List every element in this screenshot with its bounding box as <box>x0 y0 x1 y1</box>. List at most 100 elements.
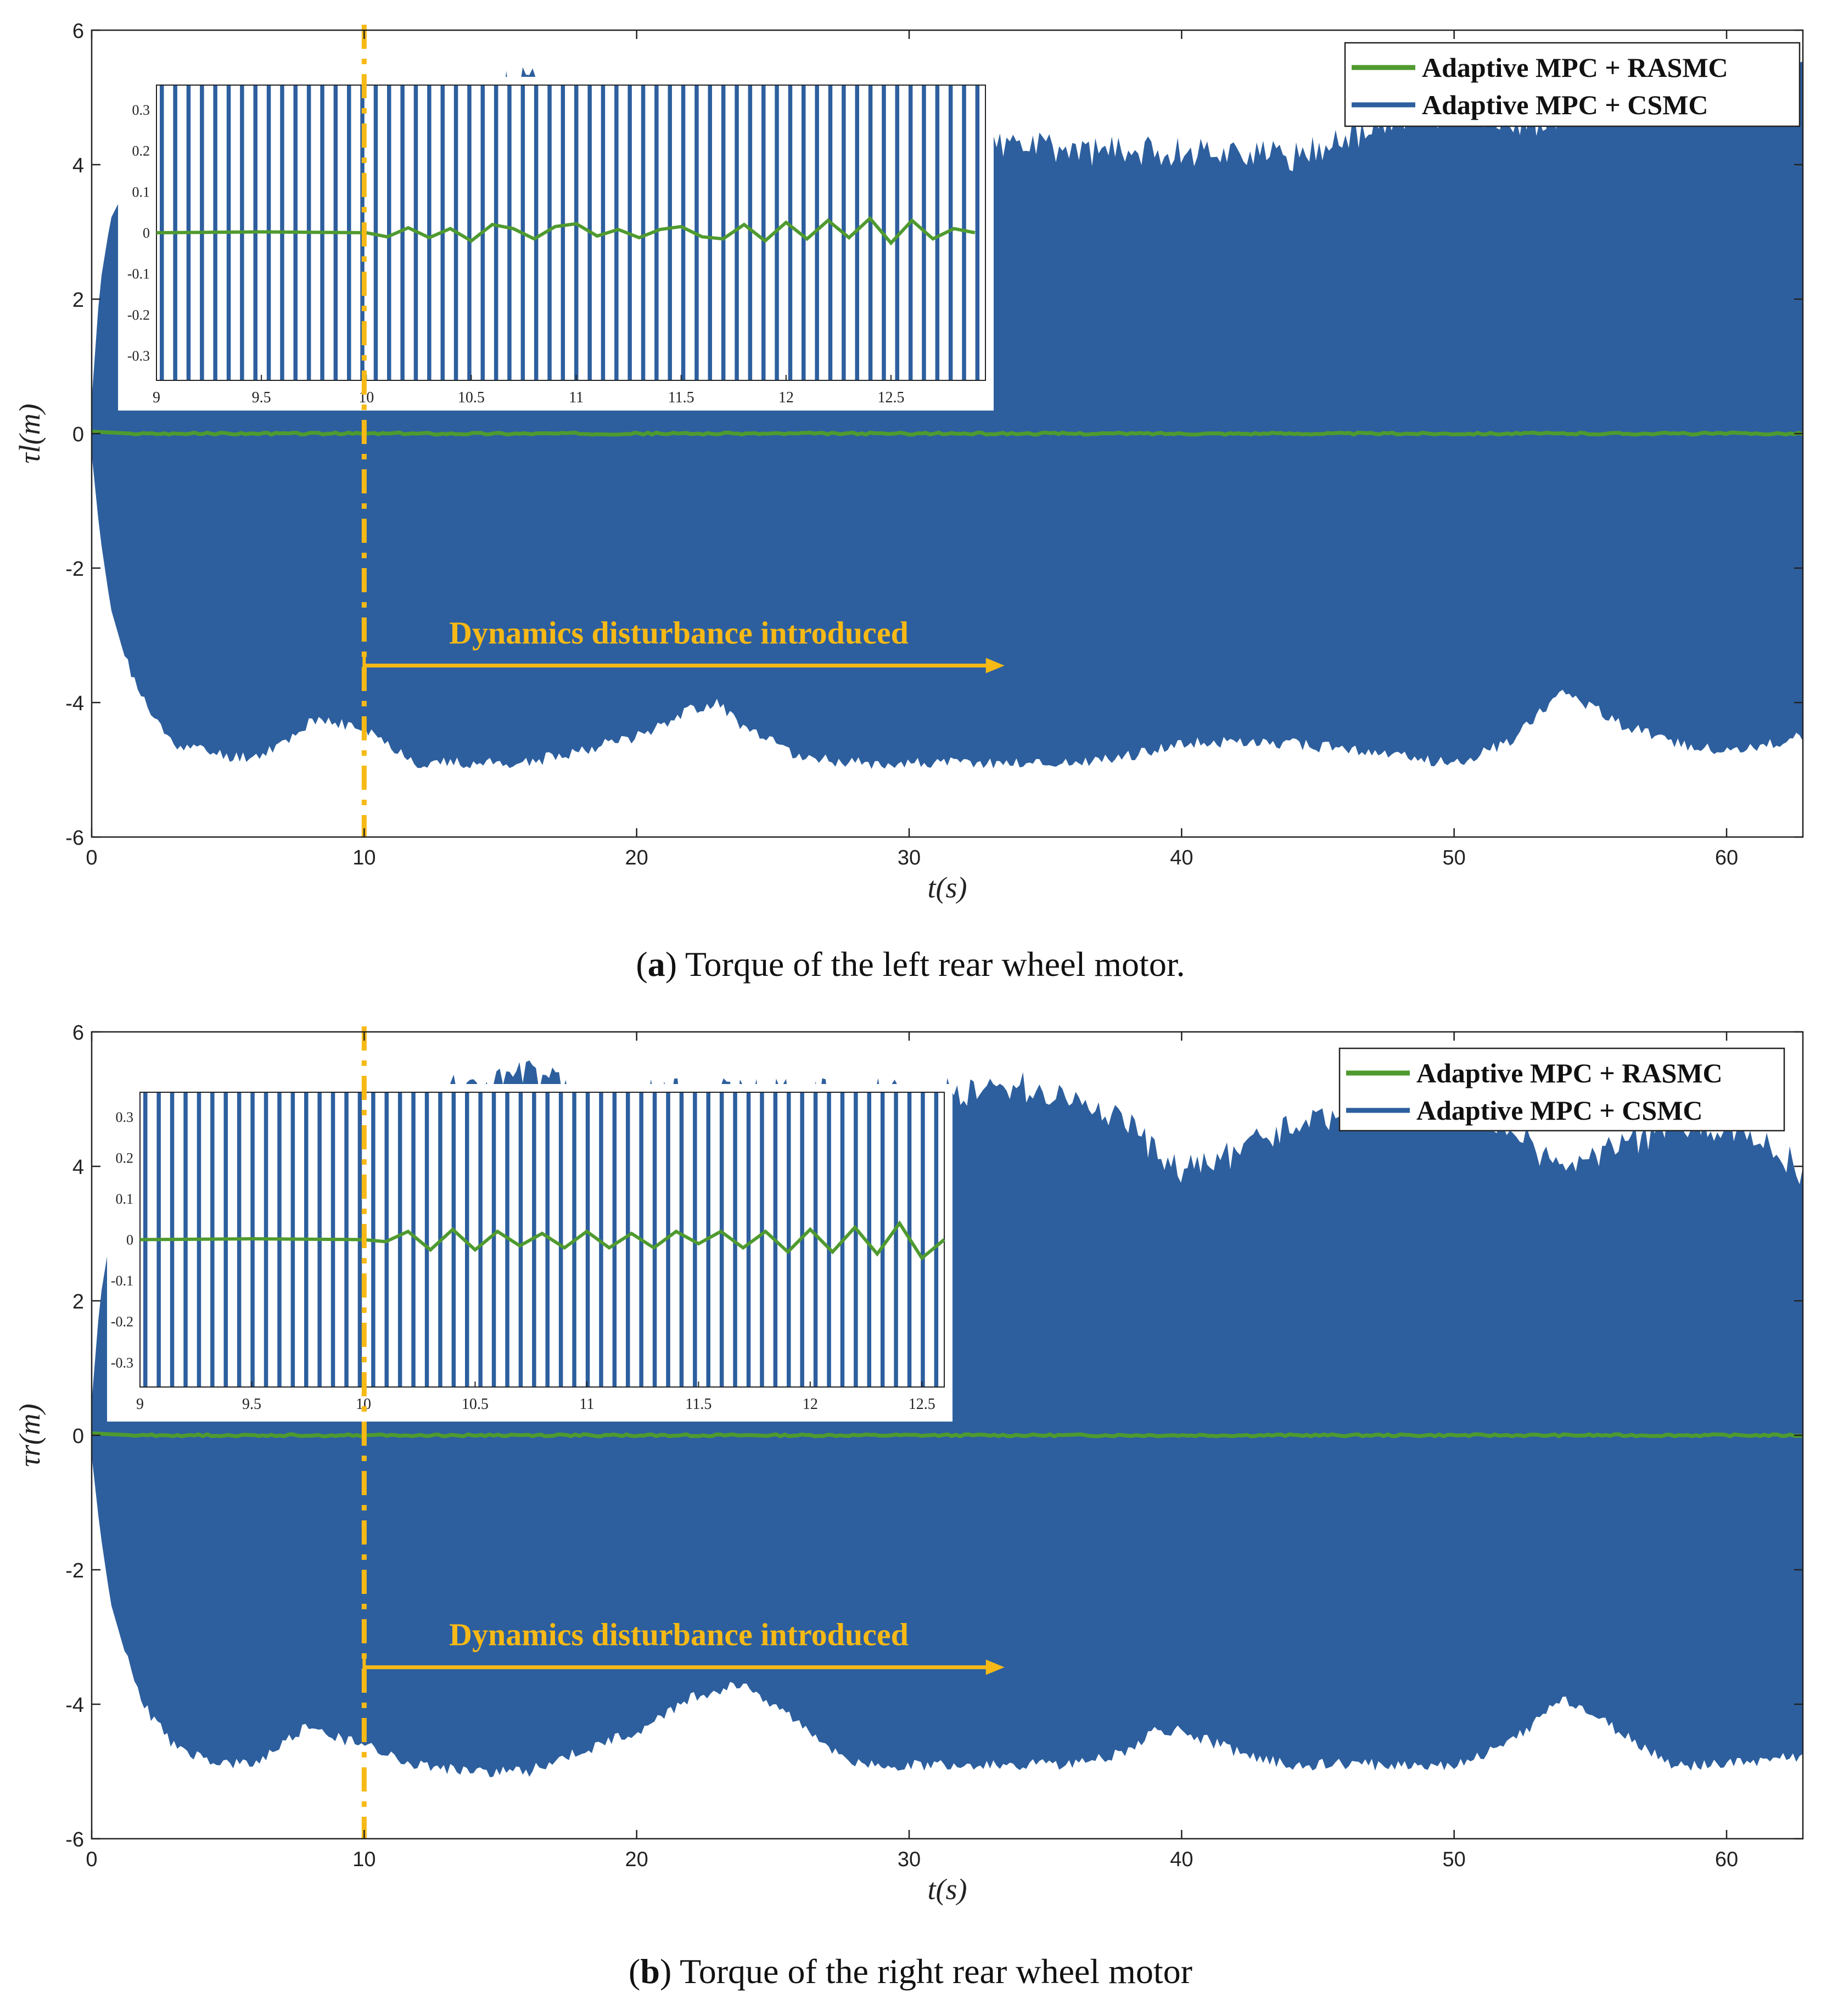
caption-b-letter: b <box>640 1952 660 1991</box>
inset-csmc-bar <box>545 1092 550 1387</box>
inset-x-tick-label: 12.5 <box>909 1396 935 1413</box>
legend-entry: Adaptive MPC + RASMC <box>1422 52 1728 83</box>
inset-csmc-bar <box>599 1092 603 1387</box>
inset-y-tick-label: 0.3 <box>132 102 150 118</box>
inset-csmc-bar <box>880 1092 885 1387</box>
inset-x-tick-label: 12.5 <box>877 389 904 406</box>
inset-csmc-bar <box>400 85 405 380</box>
x-tick-label: 30 <box>898 846 921 869</box>
x-tick-label: 0 <box>86 846 97 869</box>
inset-csmc-bar <box>547 85 552 380</box>
inset-csmc-bar <box>612 1092 617 1387</box>
inset-csmc-bar <box>761 85 766 380</box>
inset-csmc-bar <box>574 85 579 380</box>
inset-csmc-bar <box>641 85 646 380</box>
inset-csmc-bar <box>491 1092 496 1387</box>
inset-csmc-bar <box>962 85 966 380</box>
inset-csmc-bar <box>867 1092 871 1387</box>
y-tick-label: -2 <box>65 1559 84 1582</box>
inset-csmc-bar <box>787 1092 791 1387</box>
inset-csmc-bar <box>679 1092 684 1387</box>
caption-a-text: Torque of the left rear wheel motor. <box>685 945 1185 984</box>
y-axis-label: τr(m) <box>13 1403 46 1467</box>
y-tick-label: 2 <box>72 1290 84 1313</box>
inset-csmc-bar <box>666 1092 670 1387</box>
x-tick-label: 10 <box>352 1848 376 1871</box>
inset-y-tick-label: -0.2 <box>127 307 150 323</box>
inset-csmc-bar <box>934 1092 939 1387</box>
inset-csmc-bar <box>558 1092 563 1387</box>
y-tick-label: 4 <box>72 154 84 177</box>
inset-csmc-bar <box>614 85 619 380</box>
inset-csmc-bar <box>626 1092 630 1387</box>
inset-csmc-bar <box>693 1092 697 1387</box>
inset-csmc-bar <box>735 85 739 380</box>
x-tick-label: 50 <box>1443 846 1466 869</box>
inset-csmc-bar <box>424 1092 429 1387</box>
inset-csmc-bar <box>802 85 806 380</box>
inset-y-tick-label: -0.3 <box>111 1355 133 1371</box>
legend-box <box>1344 42 1801 127</box>
inset-x-tick-label: 9 <box>153 389 160 406</box>
inset-y-tick-label: -0.3 <box>127 348 150 364</box>
inset-rasmc-line <box>156 216 976 246</box>
x-axis-label: t(s) <box>928 1873 967 1906</box>
caption-b-text: Torque of the right rear wheel motor <box>680 1952 1192 1991</box>
x-tick-label: 60 <box>1715 1848 1738 1871</box>
series-rasmc-line <box>91 1431 1803 1439</box>
inset-csmc-bar <box>854 1092 858 1387</box>
inset-csmc-bar <box>935 85 940 380</box>
x-tick-label: 40 <box>1170 1848 1193 1871</box>
y-tick-label: 2 <box>72 289 84 312</box>
y-tick-label: -4 <box>65 692 84 715</box>
inset-csmc-bar <box>494 85 498 380</box>
inset-background <box>107 1084 952 1422</box>
y-tick-label: -2 <box>65 558 84 581</box>
inset-x-tick-label: 11.5 <box>668 389 694 406</box>
x-tick-label: 60 <box>1715 846 1738 869</box>
series-rasmc-line <box>91 429 1804 437</box>
inset-y-tick-label: -0.1 <box>111 1273 133 1289</box>
inset-csmc-bar <box>427 85 432 380</box>
caption-a-letter: a <box>647 945 665 984</box>
inset-x-tick-label: 9.5 <box>252 389 271 406</box>
inset-csmc-bar <box>478 1092 483 1387</box>
y-tick-label: -6 <box>65 827 84 850</box>
inset-csmc-bar <box>760 1092 764 1387</box>
inset-csmc-bar <box>465 1092 469 1387</box>
inset-x-tick-label: 11 <box>579 1396 594 1413</box>
inset-csmc-bar <box>733 1092 737 1387</box>
x-tick-label: 0 <box>86 1848 97 1871</box>
x-tick-label: 20 <box>625 1848 648 1871</box>
inset-x-tick-label: 10.5 <box>462 1396 489 1413</box>
y-tick-label: -4 <box>65 1694 84 1717</box>
inset-csmc-bar <box>827 1092 831 1387</box>
inset-csmc-bar <box>921 1092 925 1387</box>
inset-csmc-bar <box>813 1092 818 1387</box>
inset-csmc-bar <box>788 85 793 380</box>
legend: Adaptive MPC + RASMC Adaptive MPC + CSMC <box>1344 42 1801 127</box>
caption-b: (b) Torque of the right rear wheel motor <box>629 1952 1192 1991</box>
disturbance-arrow-head <box>985 658 1005 673</box>
inset-x-tick-label: 11.5 <box>685 1396 711 1413</box>
x-tick-label: 10 <box>352 846 376 869</box>
inset-y-tick-label: -0.1 <box>127 266 150 282</box>
inset-csmc-bar <box>668 85 672 380</box>
inset-x-tick-label: 12 <box>803 1396 818 1413</box>
chart-panel-b: 9 9.5 10 10.5 11 11.5 12 12.5 0.3 0.2 0.1 0 -0.1 -0.2… <box>13 1021 1804 1906</box>
inset-x-tick-label: 11 <box>569 389 584 406</box>
inset-csmc-bar <box>467 85 472 380</box>
inset-csmc-bar <box>681 85 686 380</box>
inset-csmc-bar <box>507 85 512 380</box>
inset-csmc-bar <box>654 85 659 380</box>
y-tick-label: 6 <box>72 1021 84 1044</box>
y-tick-label: 0 <box>72 1425 84 1448</box>
inset-csmc-bar <box>828 85 833 380</box>
inset-csmc-bar <box>518 1092 523 1387</box>
y-tick-label: 4 <box>72 1156 84 1179</box>
x-axis-label: t(s) <box>928 871 967 904</box>
y-tick-label: 6 <box>72 20 84 43</box>
inset-x-tick-label: 9 <box>136 1396 144 1413</box>
chart-panel-a: 9 9.5 10 10.5 11 11.5 12 12.5 0.3 0.2 0.1 0 -0.1 -0.2… <box>13 20 1804 904</box>
inset-background <box>118 77 994 411</box>
